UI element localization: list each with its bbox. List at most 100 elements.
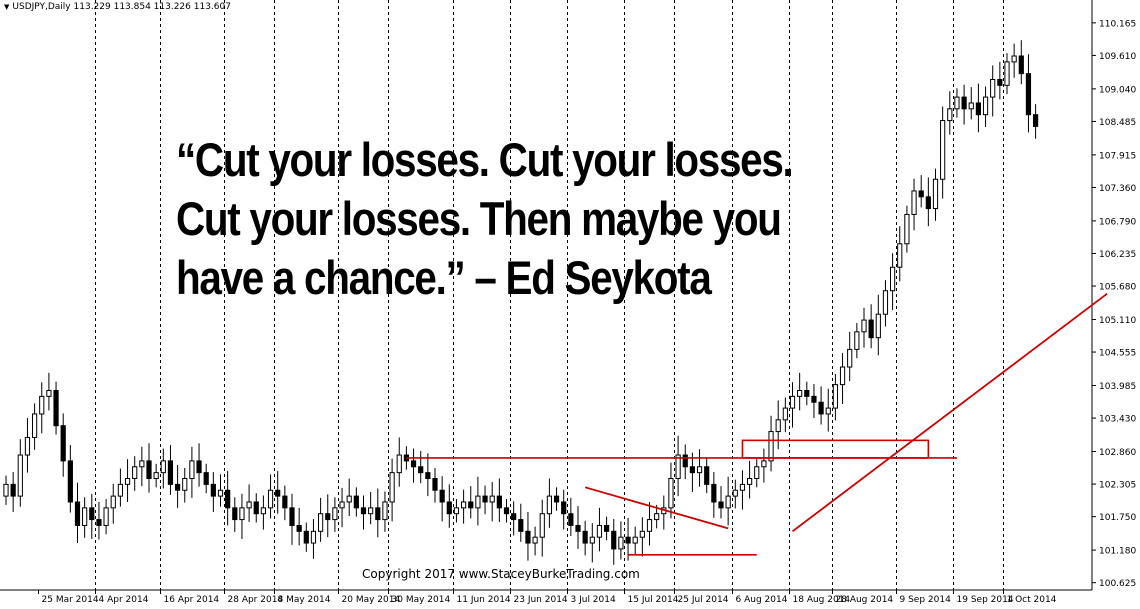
price-tick-label: 105.680 xyxy=(1099,283,1136,293)
time-tick-label: 30 May 2014 xyxy=(392,595,451,605)
candle-bearish xyxy=(568,513,574,526)
candle-bullish xyxy=(82,507,88,526)
candle-bearish xyxy=(511,513,517,521)
price-tick-label: 110.165 xyxy=(1099,19,1136,29)
breakout-box xyxy=(741,439,930,459)
candle-bullish xyxy=(632,536,638,544)
candle-bullish xyxy=(24,436,31,456)
candle-bearish xyxy=(67,460,73,503)
candle-bearish xyxy=(353,495,359,509)
symbol-name: USDJPY,Daily xyxy=(12,2,71,12)
candle-bullish xyxy=(382,501,388,521)
candle-bearish xyxy=(232,507,238,521)
candle-bearish xyxy=(689,466,695,474)
candle-bearish xyxy=(1018,55,1024,75)
candle-bearish xyxy=(468,501,474,509)
candle-bearish xyxy=(804,389,810,397)
candle-bearish xyxy=(718,501,724,509)
candle-bullish xyxy=(110,495,116,509)
candle-bullish xyxy=(346,495,352,503)
candle-bullish xyxy=(546,495,552,515)
candle-bullish xyxy=(475,495,481,509)
candle-bullish xyxy=(539,513,545,538)
candle-bullish xyxy=(646,519,653,532)
candle-bearish xyxy=(425,472,431,480)
candle-bearish xyxy=(918,190,924,198)
candle-bearish xyxy=(925,196,931,210)
candle-bearish xyxy=(303,530,309,544)
time-tick-label: 11 Jun 2014 xyxy=(457,595,511,605)
candle-bullish xyxy=(789,395,796,409)
candle-bearish xyxy=(961,96,967,110)
quote-line-3: have a chance.” – Ed Seykota xyxy=(176,251,712,304)
trend-line xyxy=(584,486,729,530)
candle-bearish xyxy=(496,495,502,509)
candle-bullish xyxy=(17,454,23,497)
candle-bearish xyxy=(60,425,66,462)
candle-bullish xyxy=(754,466,760,480)
candle-bullish xyxy=(103,507,109,526)
candle-bearish xyxy=(410,460,417,468)
time-tick-label: 28 Apr 2014 xyxy=(228,595,284,605)
candle-bullish xyxy=(861,319,867,333)
candle-bullish xyxy=(725,495,731,509)
candle-bearish xyxy=(196,460,202,474)
candle-bearish xyxy=(811,395,817,403)
time-tick-label: 23 Jun 2014 xyxy=(514,595,568,605)
quote-text: “Cut your losses. Cut your losses. Cut y… xyxy=(176,130,830,307)
copyright-text: Copyright 2017 www.StaceyBurkeTrading.co… xyxy=(362,567,640,581)
candle-bearish xyxy=(53,389,59,427)
candle-bearish xyxy=(1033,114,1039,127)
candle-bullish xyxy=(968,102,974,110)
price-tick-label: 103.430 xyxy=(1099,415,1136,425)
candle-bullish xyxy=(339,501,345,509)
candle-bullish xyxy=(532,536,538,544)
price-tick-label: 109.040 xyxy=(1099,85,1136,95)
candle-bullish xyxy=(911,190,917,215)
candle-bullish xyxy=(739,483,746,491)
candle-bearish xyxy=(625,536,631,544)
price-tick-label: 101.750 xyxy=(1099,513,1136,523)
time-tick-label: 25 Mar 2014 xyxy=(42,595,99,605)
price-tick-label: 107.915 xyxy=(1099,151,1136,161)
candle-bearish xyxy=(432,478,438,491)
candle-bullish xyxy=(940,120,946,180)
price-tick-label: 102.860 xyxy=(1099,448,1136,458)
price-tick-label: 108.485 xyxy=(1099,118,1136,128)
candle-bullish xyxy=(332,507,338,521)
candle-bullish xyxy=(982,96,989,116)
candle-bullish xyxy=(310,530,317,544)
candle-bearish xyxy=(74,501,81,526)
candle-bearish xyxy=(553,495,560,503)
price-tick-label: 106.790 xyxy=(1099,217,1136,227)
candle-bearish xyxy=(289,507,295,526)
candle-bullish xyxy=(396,454,402,474)
candle-bullish xyxy=(489,495,495,503)
candle-bullish xyxy=(668,478,674,509)
candle-bullish xyxy=(589,536,595,544)
candle-bullish xyxy=(217,489,224,497)
candle-bullish xyxy=(854,331,860,350)
price-tick-label: 105.110 xyxy=(1099,316,1136,326)
candle-bullish xyxy=(1011,55,1017,63)
candle-bullish xyxy=(954,96,960,110)
candle-bullish xyxy=(782,407,788,421)
candle-bullish xyxy=(797,389,803,397)
price-tick-label: 106.235 xyxy=(1099,250,1136,260)
price-tick-label: 103.985 xyxy=(1099,382,1136,392)
price-tick-label: 101.180 xyxy=(1099,547,1136,557)
candle-bullish xyxy=(46,389,52,397)
chevron-down-icon[interactable]: ▼ xyxy=(4,3,10,11)
candle-bearish xyxy=(253,501,259,515)
time-tick-label: 20 May 2014 xyxy=(342,595,401,605)
candle-bearish xyxy=(325,513,331,521)
candle-bullish xyxy=(825,407,831,415)
candle-bearish xyxy=(582,530,588,544)
candle-bullish xyxy=(260,507,266,515)
candle-bearish xyxy=(525,530,531,544)
candle-bullish xyxy=(32,413,38,438)
candle-bullish xyxy=(182,478,188,491)
candle-bullish xyxy=(990,78,996,98)
candle-bearish xyxy=(375,507,381,521)
